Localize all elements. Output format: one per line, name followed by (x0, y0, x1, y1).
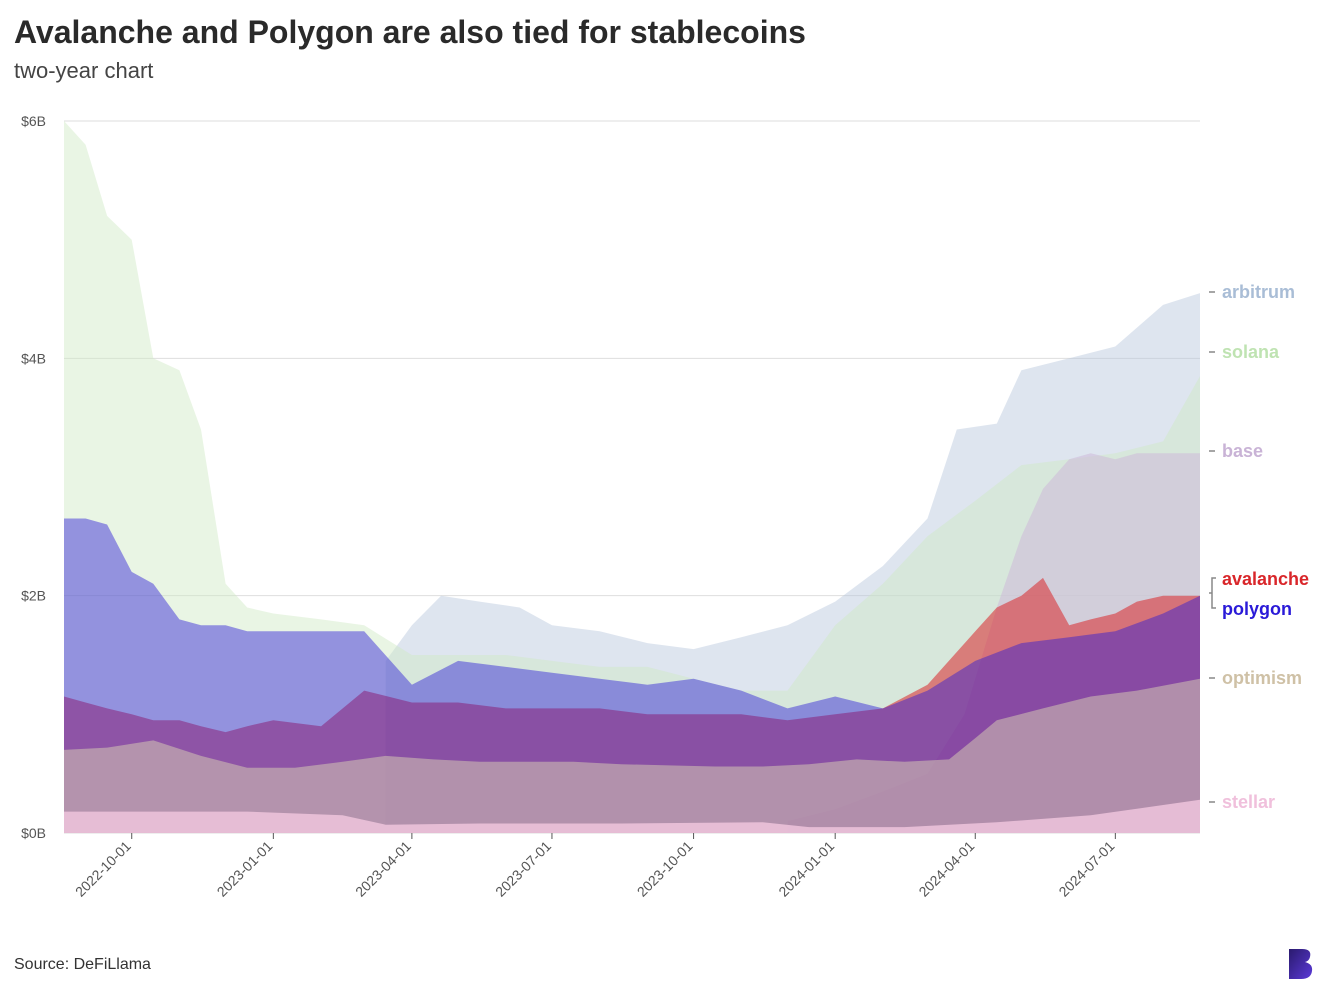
x-tick-label: 2023-01-01 (214, 838, 276, 900)
x-axis-ticks: 2022-10-01 2023-01-01 2023-04-01 2023-07-01… (72, 833, 1118, 900)
x-tick-label: 2023-07-01 (492, 838, 554, 900)
series-areas (64, 121, 1200, 834)
end-labels: arbitrum solana base avalanche polygon optimi… (1209, 282, 1309, 812)
area-stellar (64, 799, 1200, 833)
y-tick-label: $6B (21, 113, 46, 129)
area-optimism (64, 678, 1200, 833)
x-tick-label: 2024-01-01 (775, 838, 837, 900)
brand-logo-icon (1289, 949, 1313, 979)
x-tick-label: 2022-10-01 (72, 838, 134, 900)
series-label-solana: solana (1222, 342, 1280, 362)
y-tick-label: $2B (21, 588, 46, 604)
series-label-optimism: optimism (1222, 668, 1302, 688)
x-tick-label: 2024-04-01 (915, 838, 977, 900)
series-label-polygon: polygon (1222, 599, 1292, 619)
y-tick-label: $0B (21, 825, 46, 841)
label-bracket (1209, 577, 1216, 609)
series-label-stellar: stellar (1222, 792, 1275, 812)
area-polygon (64, 518, 1200, 833)
x-tick-label: 2023-04-01 (352, 838, 414, 900)
chart-subtitle: two-year chart (14, 58, 154, 83)
y-tick-label: $4B (21, 350, 46, 366)
x-tick-label: 2024-07-01 (1055, 838, 1117, 900)
chart-title: Avalanche and Polygon are also tied for … (14, 14, 806, 50)
series-label-arbitrum: arbitrum (1222, 282, 1295, 302)
source-note: Source: DeFiLlama (14, 956, 151, 973)
x-tick-label: 2023-10-01 (634, 838, 696, 900)
area-solana (64, 121, 1200, 833)
y-axis-ticks: $0B $2B $4B $6B (21, 113, 46, 841)
series-label-avalanche: avalanche (1222, 569, 1309, 589)
series-label-base: base (1222, 441, 1263, 461)
